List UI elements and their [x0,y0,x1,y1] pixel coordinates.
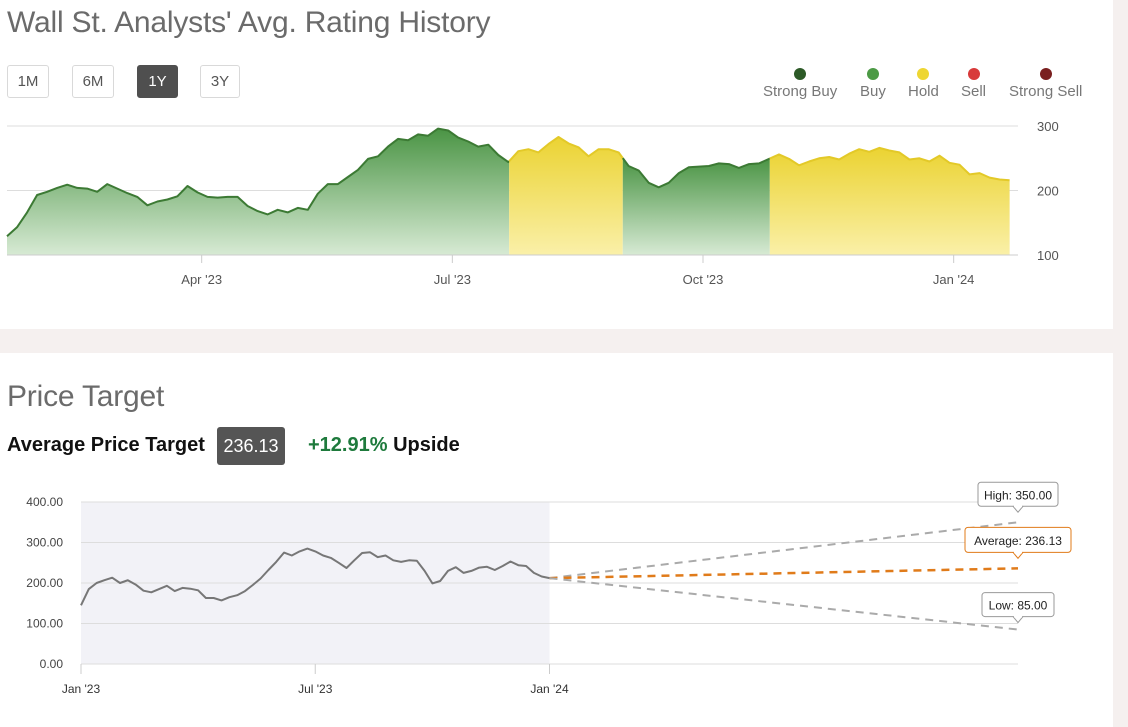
price-x-tick-label: Jul '23 [298,682,333,696]
rating-area-hold [769,147,1010,255]
rating-history-chart: 100 200 300 Apr '23 Jul '23 Oct '23 Jan '24 [6,119,1059,287]
rating-y-tick-label: 100 [1037,248,1059,263]
rating-area-hold [509,137,623,255]
legend-hold-label: Hold [908,83,939,100]
upside-word: Upside [393,434,460,456]
price-y-tick-label: 100.00 [26,617,63,631]
target-line-high [549,521,1019,580]
legend-strong-buy[interactable]: Strong Buy [763,66,837,100]
strong-buy-dot-icon [794,68,807,80]
average-price-target-label: Average Price Target [7,434,205,456]
legend-buy-label: Buy [860,83,886,100]
price-history-line [80,547,550,606]
target-label-low: Low: 85.00 [989,599,1048,613]
range-6m-button[interactable]: 6M [72,65,114,98]
upside-indicator: +12.91% Upside [308,434,460,457]
rating-x-tick-label: Jul '23 [434,272,471,287]
target-label-pointer-average [1012,552,1024,560]
price-y-tick-label: 400.00 [26,495,63,509]
target-label-pointer-low [1012,616,1024,624]
target-label-pointer-high [1012,505,1024,514]
legend-buy[interactable]: Buy [860,66,886,100]
price-y-tick-label: 300.00 [26,536,63,550]
legend-strong-buy-label: Strong Buy [763,83,838,100]
rating-y-tick-label: 300 [1037,119,1059,134]
rating-line-hold [508,136,624,162]
strong-sell-dot-icon [1039,68,1052,80]
range-1m-button[interactable]: 1M [7,65,49,98]
rating-line-buy [6,127,510,238]
upside-percent: +12.91% [308,434,388,456]
sell-dot-icon [967,68,980,80]
legend-sell-label: Sell [961,83,987,100]
price-x-tick-label: Jan '23 [62,682,101,696]
rating-area-buy [622,158,770,255]
legend-strong-sell[interactable]: Strong Sell [1009,66,1082,100]
target-label-average: Average: 236.13 [974,534,1062,548]
legend-hold[interactable]: Hold [908,66,939,100]
price-target-chart: 0.00 100.00 200.00 300.00 400.00 Jan '23 Jul '… [26,481,1072,696]
rating-area-buy [7,128,510,255]
rating-line-buy [621,157,771,189]
target-line-low [549,577,1019,631]
price-x-tick-label: Jan '24 [530,682,569,696]
average-price-target-value: 236.13 [217,427,285,465]
rating-history-panel: Wall St. Analysts' Avg. Rating History 1… [0,0,1113,329]
legend-strong-sell-label: Strong Sell [1009,83,1083,100]
rating-x-tick-label: Jan '24 [933,272,975,287]
price-y-tick-label: 200.00 [26,576,63,590]
legend-sell[interactable]: Sell [961,66,986,100]
rating-x-tick-label: Oct '23 [683,272,724,287]
rating-x-tick-label: Apr '23 [181,272,222,287]
price-y-tick-label: 0.00 [40,657,64,671]
rating-history-title: Wall St. Analysts' Avg. Rating History [7,6,491,39]
rating-y-tick-label: 200 [1037,184,1059,199]
buy-dot-icon [866,68,879,80]
rating-line-hold [769,146,1010,182]
hold-dot-icon [917,68,930,80]
target-label-high: High: 350.00 [984,488,1052,502]
range-1y-button[interactable]: 1Y [137,65,178,98]
range-3y-button[interactable]: 3Y [200,65,240,98]
price-target-title: Price Target [7,380,165,413]
